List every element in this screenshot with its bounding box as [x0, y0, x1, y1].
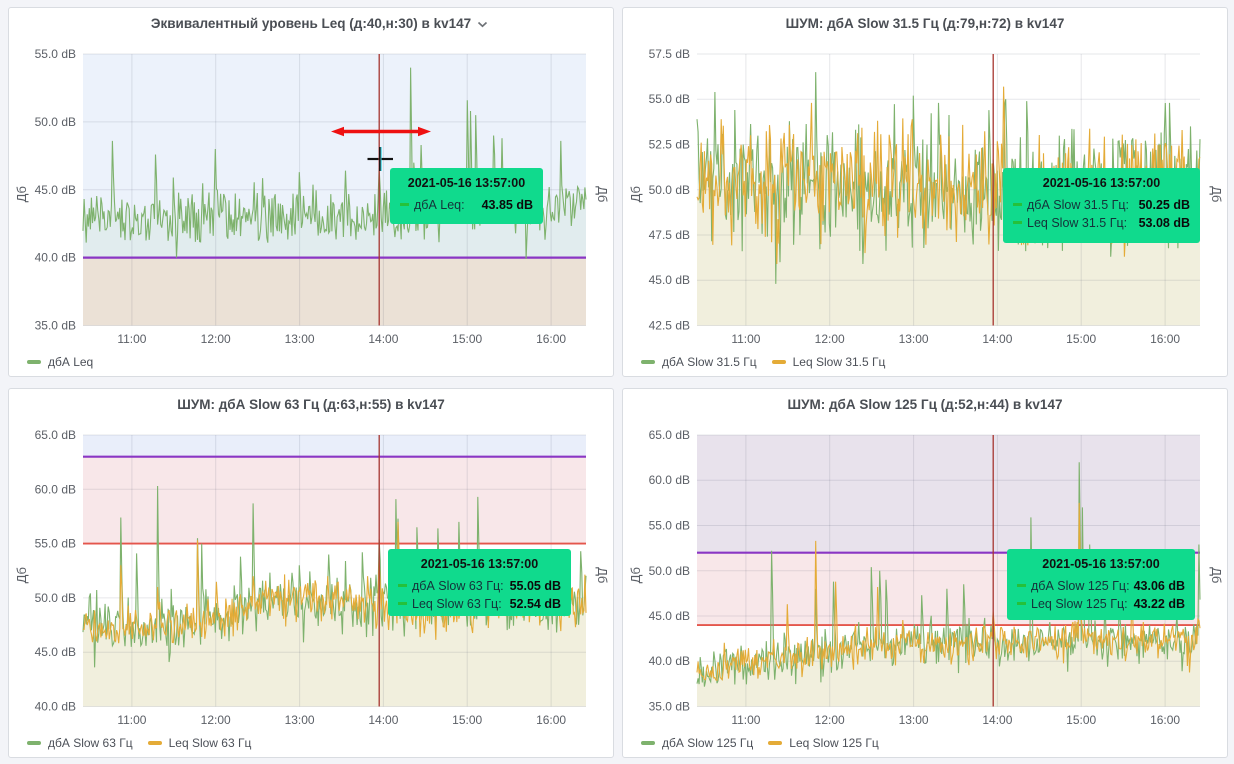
svg-text:14:00: 14:00: [982, 332, 1012, 346]
svg-text:55.0 dB: 55.0 dB: [35, 47, 76, 61]
svg-text:16:00: 16:00: [536, 713, 566, 727]
svg-text:60.0 dB: 60.0 dB: [35, 482, 76, 496]
svg-text:Дб: Дб: [14, 186, 29, 202]
svg-text:15:00: 15:00: [452, 713, 482, 727]
svg-text:14:00: 14:00: [368, 332, 398, 346]
svg-text:Дб: Дб: [1209, 567, 1224, 583]
svg-text:12:00: 12:00: [201, 713, 231, 727]
svg-text:50.0 dB: 50.0 dB: [649, 564, 690, 578]
svg-text:13:00: 13:00: [285, 332, 315, 346]
svg-text:11:00: 11:00: [117, 713, 146, 727]
svg-text:Дб: Дб: [14, 567, 29, 583]
svg-text:Дб: Дб: [628, 186, 643, 202]
svg-text:55.0 dB: 55.0 dB: [35, 537, 76, 551]
svg-text:45.0 dB: 45.0 dB: [35, 645, 76, 659]
svg-text:50.0 dB: 50.0 dB: [35, 591, 76, 605]
svg-text:16:00: 16:00: [1150, 332, 1180, 346]
svg-text:Дб: Дб: [1209, 186, 1224, 202]
svg-text:50.0 dB: 50.0 dB: [649, 183, 690, 197]
svg-text:55.0 dB: 55.0 dB: [649, 92, 690, 106]
svg-text:40.0 dB: 40.0 dB: [35, 700, 76, 714]
svg-text:12:00: 12:00: [815, 332, 845, 346]
svg-text:60.0 dB: 60.0 dB: [649, 473, 690, 487]
svg-text:65.0 dB: 65.0 dB: [649, 428, 690, 442]
svg-text:11:00: 11:00: [117, 332, 146, 346]
svg-text:14:00: 14:00: [368, 713, 398, 727]
svg-text:42.5 dB: 42.5 dB: [649, 319, 690, 333]
svg-text:11:00: 11:00: [731, 332, 760, 346]
svg-text:35.0 dB: 35.0 dB: [649, 700, 690, 714]
svg-text:12:00: 12:00: [201, 332, 231, 346]
svg-text:45.0 dB: 45.0 dB: [649, 273, 690, 287]
svg-text:40.0 dB: 40.0 dB: [649, 654, 690, 668]
svg-text:40.0 dB: 40.0 dB: [35, 251, 76, 265]
svg-text:45.0 dB: 45.0 dB: [649, 609, 690, 623]
svg-text:52.5 dB: 52.5 dB: [649, 138, 690, 152]
svg-text:47.5 dB: 47.5 dB: [649, 228, 690, 242]
svg-text:50.0 dB: 50.0 dB: [35, 115, 76, 129]
svg-text:Дб: Дб: [628, 567, 643, 583]
svg-text:15:00: 15:00: [1066, 713, 1096, 727]
svg-text:15:00: 15:00: [452, 332, 482, 346]
svg-text:11:00: 11:00: [731, 713, 760, 727]
svg-text:55.0 dB: 55.0 dB: [649, 519, 690, 533]
svg-text:35.0 dB: 35.0 dB: [35, 319, 76, 333]
svg-text:15:00: 15:00: [1066, 332, 1096, 346]
svg-text:12:00: 12:00: [815, 713, 845, 727]
svg-text:14:00: 14:00: [982, 713, 1012, 727]
svg-text:Дб: Дб: [595, 567, 610, 583]
svg-text:65.0 dB: 65.0 dB: [35, 428, 76, 442]
svg-text:13:00: 13:00: [285, 713, 315, 727]
svg-text:13:00: 13:00: [899, 713, 929, 727]
svg-text:16:00: 16:00: [1150, 713, 1180, 727]
svg-text:45.0 dB: 45.0 dB: [35, 183, 76, 197]
svg-text:13:00: 13:00: [899, 332, 929, 346]
svg-text:16:00: 16:00: [536, 332, 566, 346]
svg-text:57.5 dB: 57.5 dB: [649, 47, 690, 61]
svg-text:Дб: Дб: [595, 186, 610, 202]
